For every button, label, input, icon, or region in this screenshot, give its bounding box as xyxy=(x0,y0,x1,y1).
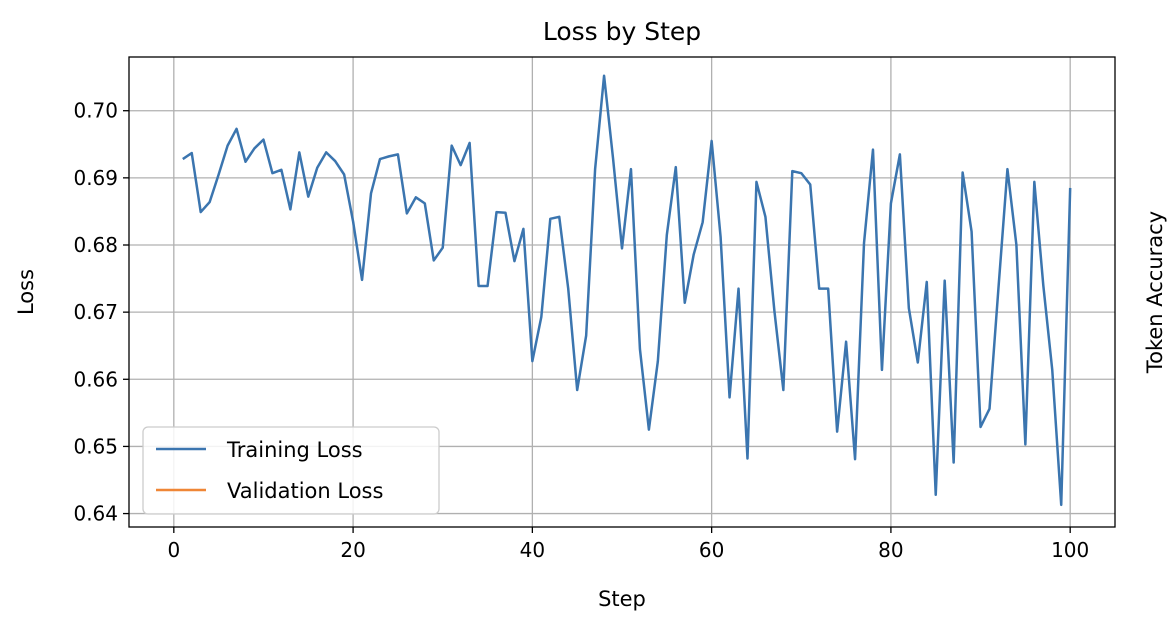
legend: Training Loss Validation Loss xyxy=(142,426,440,515)
x-tick-label: 0 xyxy=(167,538,180,562)
x-tick-label: 60 xyxy=(699,538,724,562)
legend-label-validation-loss: Validation Loss xyxy=(227,479,383,503)
y2-axis-label: Token Accuracy xyxy=(1143,211,1167,374)
legend-box xyxy=(142,426,440,515)
series-lines xyxy=(182,74,1072,507)
y-tick-label: 0.70 xyxy=(73,99,118,123)
x-tick-label: 80 xyxy=(878,538,903,562)
y-tick-label: 0.67 xyxy=(73,300,118,324)
y-tick-label: 0.68 xyxy=(73,233,118,257)
x-tick-label: 20 xyxy=(340,538,365,562)
x-axis-label: Step xyxy=(598,587,646,611)
y-tick-label: 0.64 xyxy=(73,502,118,526)
legend-label-training-loss: Training Loss xyxy=(226,438,363,462)
y-tick-label: 0.66 xyxy=(73,367,118,391)
y-axis-label: Loss xyxy=(14,269,38,315)
chart-title: Loss by Step xyxy=(543,17,701,46)
y-tick-label: 0.65 xyxy=(73,434,118,458)
x-tick-label: 100 xyxy=(1051,538,1089,562)
plot-area-frame xyxy=(128,56,1116,528)
series-line-training-loss xyxy=(182,74,1072,507)
axis-ticks: 0 20 40 60 80 100 0.64 0.65 0.66 0.67 0.68 0.69 0.70 xyxy=(73,99,1089,562)
y-tick-label: 0.69 xyxy=(73,166,118,190)
grid-lines xyxy=(129,57,1115,527)
x-tick-label: 40 xyxy=(520,538,545,562)
